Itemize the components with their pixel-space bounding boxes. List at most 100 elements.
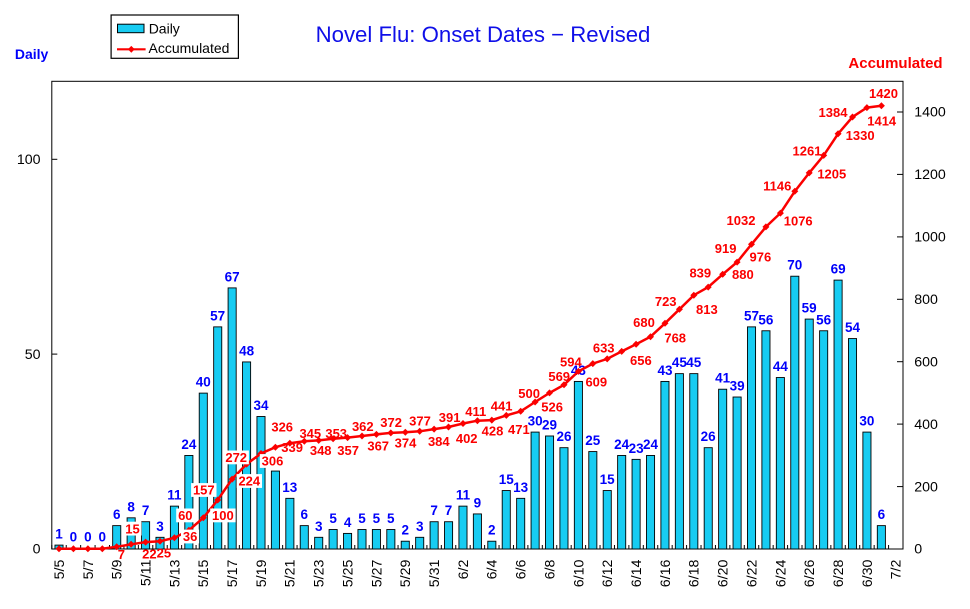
svg-text:24: 24 <box>643 437 659 452</box>
svg-text:6/10: 6/10 <box>571 560 587 588</box>
svg-text:8: 8 <box>127 499 135 514</box>
svg-text:0: 0 <box>70 530 78 545</box>
svg-text:272: 272 <box>225 450 247 465</box>
svg-text:569: 569 <box>548 369 570 384</box>
svg-text:345: 345 <box>299 426 321 441</box>
svg-text:384: 384 <box>428 434 450 449</box>
svg-text:6/22: 6/22 <box>744 560 760 588</box>
svg-text:1384: 1384 <box>819 105 849 120</box>
svg-text:44: 44 <box>773 359 789 374</box>
svg-text:609: 609 <box>585 375 607 390</box>
svg-text:69: 69 <box>831 262 846 277</box>
svg-text:50: 50 <box>25 347 41 363</box>
svg-text:100: 100 <box>17 152 41 168</box>
svg-text:391: 391 <box>439 410 461 425</box>
svg-text:1330: 1330 <box>846 128 875 143</box>
svg-text:2: 2 <box>402 523 410 538</box>
svg-text:5/23: 5/23 <box>312 560 328 588</box>
svg-text:24: 24 <box>614 437 630 452</box>
svg-text:411: 411 <box>465 404 486 419</box>
svg-text:23: 23 <box>629 441 645 456</box>
svg-text:919: 919 <box>715 241 737 256</box>
svg-text:26: 26 <box>701 429 717 444</box>
svg-text:15: 15 <box>125 521 139 536</box>
svg-text:372: 372 <box>380 415 402 430</box>
svg-text:1146: 1146 <box>763 179 791 194</box>
svg-text:57: 57 <box>744 308 759 323</box>
svg-text:41: 41 <box>715 371 731 386</box>
svg-text:40: 40 <box>196 375 211 390</box>
svg-text:36: 36 <box>183 529 197 544</box>
svg-text:13: 13 <box>282 480 298 495</box>
svg-text:6: 6 <box>301 507 309 522</box>
svg-text:1400: 1400 <box>914 105 946 121</box>
svg-text:1: 1 <box>55 527 63 542</box>
svg-text:374: 374 <box>395 435 417 450</box>
svg-text:362: 362 <box>352 419 374 434</box>
svg-text:Accumulated: Accumulated <box>848 55 942 72</box>
svg-text:29: 29 <box>542 418 557 433</box>
svg-text:6: 6 <box>113 507 121 522</box>
svg-text:6/20: 6/20 <box>716 560 732 588</box>
svg-text:2: 2 <box>488 523 496 538</box>
svg-text:0: 0 <box>99 530 107 545</box>
svg-text:5/13: 5/13 <box>167 560 183 588</box>
svg-text:357: 357 <box>337 443 359 458</box>
svg-text:3: 3 <box>416 519 424 534</box>
svg-text:6/8: 6/8 <box>542 560 558 580</box>
svg-text:6/4: 6/4 <box>485 560 501 580</box>
svg-text:306: 306 <box>262 454 284 469</box>
svg-text:6/14: 6/14 <box>629 560 645 588</box>
svg-text:24: 24 <box>181 437 197 452</box>
svg-text:594: 594 <box>560 355 582 370</box>
svg-text:5/31: 5/31 <box>427 560 443 588</box>
svg-text:67: 67 <box>225 269 240 284</box>
svg-text:7/2: 7/2 <box>889 560 905 580</box>
svg-text:200: 200 <box>914 479 938 495</box>
svg-text:45: 45 <box>686 355 702 370</box>
svg-text:26: 26 <box>556 429 572 444</box>
svg-text:326: 326 <box>271 420 293 435</box>
svg-text:428: 428 <box>482 423 504 438</box>
svg-text:367: 367 <box>367 439 389 454</box>
svg-text:4: 4 <box>344 515 352 530</box>
svg-text:3: 3 <box>156 519 164 534</box>
svg-text:13: 13 <box>513 480 529 495</box>
svg-text:0: 0 <box>84 530 92 545</box>
svg-text:6/24: 6/24 <box>773 560 789 588</box>
svg-text:5/19: 5/19 <box>254 560 270 588</box>
svg-text:6/30: 6/30 <box>860 560 876 588</box>
svg-text:768: 768 <box>664 331 686 346</box>
svg-text:6/18: 6/18 <box>687 560 703 588</box>
svg-text:6/6: 6/6 <box>514 560 530 580</box>
svg-text:5: 5 <box>358 511 366 526</box>
svg-text:633: 633 <box>593 341 615 356</box>
svg-text:30: 30 <box>528 414 543 429</box>
svg-text:Novel Flu: Onset Dates − Revis: Novel Flu: Onset Dates − Revised <box>316 22 651 47</box>
svg-text:353: 353 <box>325 426 347 441</box>
svg-text:1076: 1076 <box>784 213 813 228</box>
svg-text:6/12: 6/12 <box>600 560 616 588</box>
svg-text:70: 70 <box>787 258 802 273</box>
svg-text:7: 7 <box>445 503 453 518</box>
svg-text:43: 43 <box>657 363 673 378</box>
svg-text:157: 157 <box>193 483 215 498</box>
svg-text:30: 30 <box>859 414 874 429</box>
svg-text:656: 656 <box>630 353 652 368</box>
svg-text:723: 723 <box>655 294 677 309</box>
svg-text:0: 0 <box>914 542 922 558</box>
svg-text:5/29: 5/29 <box>398 560 414 588</box>
svg-text:25: 25 <box>157 546 171 561</box>
svg-text:7: 7 <box>118 547 125 562</box>
svg-text:339: 339 <box>281 440 303 455</box>
svg-text:9: 9 <box>474 495 482 510</box>
svg-text:839: 839 <box>689 266 711 281</box>
svg-text:400: 400 <box>914 417 938 433</box>
svg-text:6/26: 6/26 <box>802 560 818 588</box>
svg-text:25: 25 <box>585 433 601 448</box>
svg-text:11: 11 <box>456 488 471 503</box>
svg-text:45: 45 <box>672 355 688 370</box>
svg-text:1200: 1200 <box>914 167 946 183</box>
svg-text:5/21: 5/21 <box>283 560 299 588</box>
svg-text:7: 7 <box>430 503 438 518</box>
